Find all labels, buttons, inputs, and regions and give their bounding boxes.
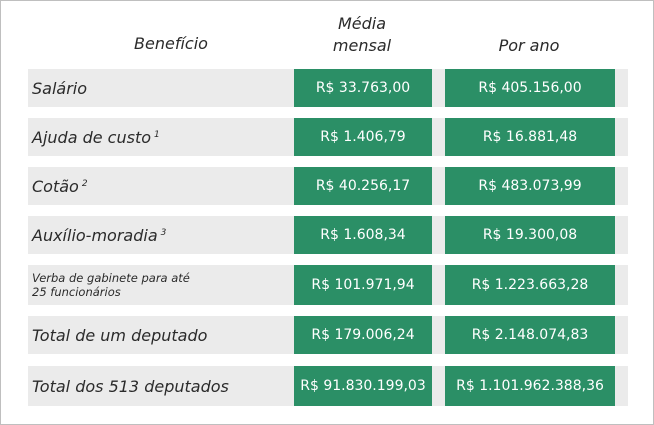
table-row-office-budget: Verba de gabinete para até 25 funcionári… xyxy=(28,265,628,305)
yearly-value-cell: R$ 483.073,99 xyxy=(445,167,615,205)
monthly-value-cell: R$ 1.608,34 xyxy=(294,216,432,254)
header-per-year: Por ano xyxy=(498,36,560,55)
header-monthly-line1: Média xyxy=(337,14,387,33)
monthly-value-cell: R$ 91.830.199,03 xyxy=(294,366,432,406)
table-row-total-all-deputies: Total dos 513 deputados R$ 91.830.199,03… xyxy=(28,366,628,406)
table-row-housing-allowance: Auxílio-moradia 3 R$ 1.608,34 R$ 19.300,0… xyxy=(28,216,628,254)
row-label-text: Total dos 513 deputados xyxy=(32,376,229,396)
table-row-expense-allowance: Ajuda de custo 1 R$ 1.406,79 R$ 16.881,48 xyxy=(28,118,628,156)
monthly-value-cell: R$ 179.006,24 xyxy=(294,316,432,354)
row-label-text: Ajuda de custo xyxy=(32,127,151,147)
row-label: Salário xyxy=(32,69,287,107)
row-label: Total dos 513 deputados xyxy=(32,366,287,406)
monthly-value-cell: R$ 101.971,94 xyxy=(294,265,432,305)
footnote-marker: 1 xyxy=(154,130,160,140)
table-row-salary: Salário R$ 33.763,00 R$ 405.156,00 xyxy=(28,69,628,107)
row-label-text: Cotão xyxy=(32,176,79,196)
header-monthly-line2: mensal xyxy=(332,36,392,55)
row-label: Ajuda de custo 1 xyxy=(32,118,287,156)
row-label-text: Auxílio-moradia xyxy=(32,225,158,245)
row-label-text: Total de um deputado xyxy=(32,325,208,345)
row-label: Cotão 2 xyxy=(32,167,287,205)
row-label: Auxílio-moradia 3 xyxy=(32,216,287,254)
yearly-value-cell: R$ 19.300,08 xyxy=(445,216,615,254)
header-monthly-average: Média mensal xyxy=(293,13,431,57)
yearly-value-cell: R$ 16.881,48 xyxy=(445,118,615,156)
row-label: Total de um deputado xyxy=(32,316,287,354)
footnote-marker: 3 xyxy=(160,228,167,238)
row-label-text: Salário xyxy=(32,78,88,98)
monthly-value-cell: R$ 1.406,79 xyxy=(294,118,432,156)
footnote-marker: 2 xyxy=(81,179,88,189)
row-label-line2: 25 funcionários xyxy=(32,285,121,299)
yearly-value-cell: R$ 1.223.663,28 xyxy=(445,265,615,305)
yearly-value-cell: R$ 1.101.962.388,36 xyxy=(445,366,615,406)
table-row-cotao: Cotão 2 R$ 40.256,17 R$ 483.073,99 xyxy=(28,167,628,205)
row-label-line1: Verba de gabinete para até xyxy=(32,271,190,285)
row-label: Verba de gabinete para até 25 funcionári… xyxy=(32,265,242,305)
yearly-value-cell: R$ 2.148.074,83 xyxy=(445,316,615,354)
monthly-value-cell: R$ 33.763,00 xyxy=(294,69,432,107)
yearly-value-cell: R$ 405.156,00 xyxy=(445,69,615,107)
table-row-total-one-deputy: Total de um deputado R$ 179.006,24 R$ 2.… xyxy=(28,316,628,354)
header-benefit: Benefício xyxy=(134,34,208,53)
monthly-value-cell: R$ 40.256,17 xyxy=(294,167,432,205)
